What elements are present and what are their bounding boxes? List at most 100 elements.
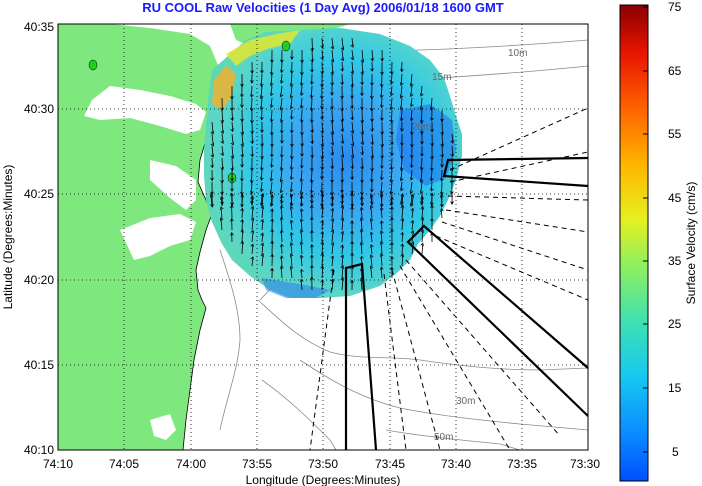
velocity-vector-head — [300, 218, 304, 222]
grid — [58, 24, 588, 450]
velocity-vector — [221, 157, 224, 170]
velocity-vector-head — [340, 244, 344, 249]
velocity-vector-head — [330, 229, 334, 234]
velocity-vector — [261, 219, 264, 231]
velocity-vector-head — [390, 141, 394, 146]
velocity-vector-head — [280, 199, 284, 204]
velocity-vector — [241, 194, 243, 207]
velocity-vector-head — [230, 178, 234, 182]
velocity-vector — [380, 241, 383, 255]
raritan-bay — [84, 86, 206, 134]
velocity-vector — [360, 217, 363, 231]
velocity-vector — [380, 230, 383, 243]
velocity-vector — [231, 145, 234, 159]
velocity-vector-head — [350, 83, 354, 88]
velocity-vector-head — [230, 217, 234, 222]
velocity-vector — [261, 243, 264, 255]
high-velocity-west — [212, 66, 236, 110]
x-axis: 74:10 74:05 74:00 73:55 73:50 73:45 73:4… — [43, 457, 600, 486]
velocity-vector — [400, 193, 403, 205]
velocity-vector-head — [310, 94, 314, 99]
contour-label-10m: 10m — [508, 48, 527, 59]
velocity-vector-head — [380, 83, 384, 88]
velocity-vector-head — [260, 218, 264, 223]
velocity-vector — [321, 121, 323, 134]
velocity-vector-head — [210, 142, 214, 147]
velocity-vector-head — [450, 139, 454, 144]
velocity-vector-head — [280, 140, 284, 144]
velocity-vector-head — [420, 190, 424, 195]
velocity-vector — [441, 133, 444, 147]
velocity-vector-head — [410, 154, 414, 159]
velocity-vector-head — [400, 128, 404, 133]
velocity-vector-head — [330, 218, 334, 222]
velocity-vector-head — [320, 252, 324, 257]
velocity-vector — [290, 193, 293, 207]
velocity-vector-head — [390, 216, 394, 221]
velocity-vector-head — [250, 229, 254, 234]
velocity-vector-head — [400, 253, 404, 258]
velocity-vector — [380, 220, 383, 231]
velocity-vector — [410, 73, 413, 87]
velocity-vector-head — [270, 208, 274, 212]
velocity-vector — [280, 169, 283, 182]
velocity-vector-head — [290, 219, 294, 224]
velocity-vector-head — [380, 58, 384, 62]
velocity-vector — [241, 121, 244, 135]
velocity-vector-head — [260, 232, 264, 237]
velocity-vector — [341, 37, 344, 50]
velocity-vector — [410, 109, 413, 121]
velocity-vector-head — [210, 193, 214, 198]
velocity-vector — [260, 73, 263, 87]
velocity-vector-head — [280, 194, 284, 199]
velocity-vector-head — [360, 217, 364, 221]
velocity-vector-head — [430, 192, 434, 196]
velocity-vector-head — [290, 188, 294, 193]
velocity-vector-head — [410, 164, 414, 169]
velocity-vector-head — [410, 194, 414, 198]
velocity-vector-head — [280, 204, 284, 209]
velocity-vector-head — [400, 187, 404, 192]
velocity-vector-head — [250, 195, 254, 200]
velocity-vector-head — [310, 254, 314, 258]
y-tick-label: 40:35 — [24, 20, 54, 34]
velocity-vector — [331, 49, 334, 62]
velocity-vector-head — [390, 201, 394, 206]
velocity-vector-head — [390, 255, 394, 260]
velocity-vector-head — [340, 217, 344, 221]
velocity-vector — [341, 109, 343, 122]
velocity-vector-head — [270, 153, 274, 158]
velocity-vector-head — [390, 80, 394, 85]
velocity-vector — [300, 169, 303, 182]
velocity-vector — [280, 109, 283, 123]
velocity-vector-head — [310, 189, 314, 194]
velocity-vector-head — [360, 241, 364, 246]
colorbar-tick-label: 5 — [672, 445, 679, 459]
velocity-vector-head — [350, 130, 354, 134]
velocity-vector — [361, 61, 364, 75]
velocity-vector-head — [320, 176, 324, 181]
colorbar: 75 65 55 45 35 25 15 5 Surface Velocity … — [619, 0, 698, 482]
velocity-vector-head — [390, 196, 394, 200]
velocity-vector-head — [230, 128, 234, 133]
velocity-vector-head — [440, 207, 444, 212]
velocity-vector-head — [220, 201, 224, 206]
y-tick-label: 40:20 — [24, 273, 54, 287]
velocity-vector — [421, 157, 423, 170]
velocity-vector-head — [420, 242, 424, 247]
velocity-vector-head — [370, 82, 374, 87]
velocity-vector-head — [370, 188, 374, 193]
velocity-vector-head — [340, 167, 344, 172]
velocity-vector — [351, 73, 353, 87]
velocity-vector — [441, 145, 443, 158]
velocity-vector-head — [250, 130, 254, 135]
velocity-vector-head — [370, 68, 374, 72]
velocity-vector-head — [360, 151, 364, 156]
velocity-vector-head — [340, 46, 344, 51]
velocity-vector-head — [240, 154, 244, 158]
velocity-vector — [271, 61, 273, 75]
velocity-vector-head — [350, 252, 354, 256]
velocity-vector — [251, 133, 253, 144]
velocity-vector-head — [230, 231, 234, 236]
velocity-vector-head — [370, 231, 374, 236]
